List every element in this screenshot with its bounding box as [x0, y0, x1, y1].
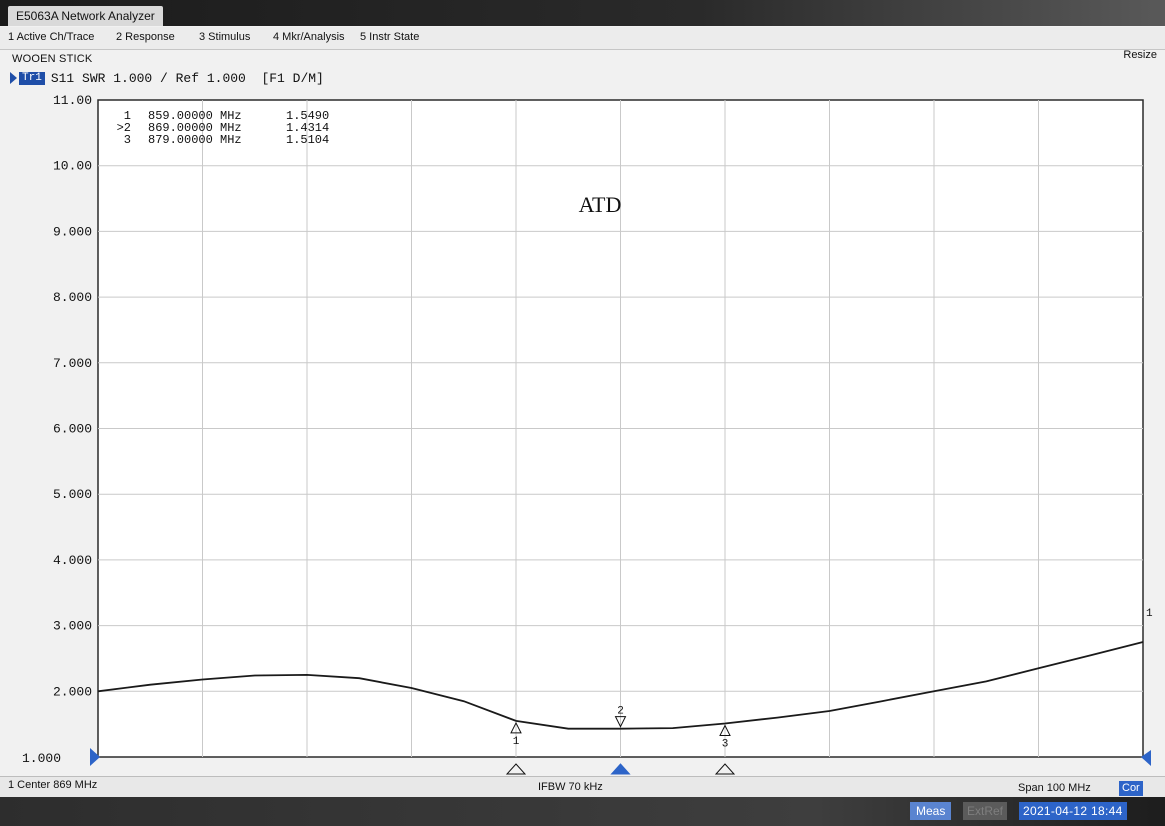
y-tick-label: 8.000: [53, 290, 92, 305]
ref-level-label: 1.000: [22, 751, 61, 766]
marker-table-value: 1.4314: [286, 121, 329, 135]
marker-table-value: 1.5104: [286, 133, 329, 147]
marker-table: 1 859.00000 MHz 1.5490 >2 869.00000 MHz 1.431…: [117, 109, 330, 147]
reference-level-left-icon: [90, 748, 100, 766]
y-tick-label: 3.000: [53, 619, 92, 634]
y-tick-label: 11.00: [53, 93, 92, 108]
extref-indicator: ExtRef: [963, 802, 1008, 820]
marker-table-id: 1: [124, 109, 131, 123]
span-frequency[interactable]: Span 100 MHz: [1018, 782, 1091, 794]
bottom-bar: Meas ExtRef 2021-04-12 18:44: [0, 797, 1165, 826]
marker-table-freq: 869.00000 MHz: [148, 121, 242, 135]
datetime-display: 2021-04-12 18:44: [1019, 802, 1127, 820]
y-tick-labels: 11.00 10.00 9.000 8.000 7.000 6.000 5.000 4.000…: [53, 93, 92, 699]
bottom-marker-icon: [505, 763, 527, 775]
resize-button[interactable]: Resize: [1123, 49, 1157, 61]
center-frequency[interactable]: 1 Center 869 MHz: [8, 779, 98, 791]
chart-title: ATD: [579, 192, 622, 217]
trace-status-line[interactable]: Tr1 S11 SWR 1.000 / Ref 1.000 [F1 D/M]: [10, 70, 324, 86]
marker-table-value: 1.5490: [286, 109, 329, 123]
marker-table-id: 3: [124, 133, 131, 147]
y-tick-label: 6.000: [53, 422, 92, 437]
menu-bar: 1 Active Ch/Trace 2 Response 3 Stimulus …: [0, 27, 1165, 61]
bottom-marker-icon: [610, 763, 631, 775]
marker-table-id: >2: [117, 121, 131, 135]
marker-glyph-label: 3: [722, 738, 729, 750]
marker-table-freq: 879.00000 MHz: [148, 133, 242, 147]
smith-swr-chart[interactable]: 11.00 10.00 9.000 8.000 7.000 6.000 5.000 4.000…: [0, 0, 1165, 776]
y-tick-label: 2.000: [53, 684, 92, 699]
if-bandwidth[interactable]: IFBW 70 kHz: [538, 781, 603, 793]
reference-level-right-icon: [1141, 750, 1151, 766]
y-tick-label: 10.00: [53, 159, 92, 174]
marker-glyph-label: 2: [617, 706, 624, 718]
trace-badge[interactable]: Tr1: [19, 71, 45, 85]
channel-title: WOOEN STICK: [12, 53, 93, 65]
y-tick-label: 4.000: [53, 553, 92, 568]
meas-button[interactable]: Meas: [910, 802, 952, 820]
marker-table-freq: 859.00000 MHz: [148, 109, 242, 123]
grid: [98, 100, 1143, 757]
trace-info: S11 SWR 1.000 / Ref 1.000 [F1 D/M]: [50, 70, 324, 86]
title-bar: E5063A Network Analyzer: [0, 0, 1165, 26]
window-title: E5063A Network Analyzer: [8, 6, 163, 26]
marker-glyph: [719, 724, 731, 736]
y-tick-label: 9.000: [53, 224, 92, 239]
trace-end-label: 1: [1146, 608, 1153, 620]
trace-line: [97, 641, 1144, 730]
marker-glyph-label: 1: [513, 736, 520, 748]
correction-badge: Cor: [1119, 781, 1143, 796]
marker-glyphs: 1 2 3: [510, 706, 731, 750]
active-trace-arrow-icon: [10, 72, 17, 84]
menu-active-ch-trace[interactable]: 1 Active Ch/Trace: [8, 31, 95, 43]
marker-glyph-active: [614, 716, 627, 728]
status-bar: 1 Center 869 MHz IFBW 70 kHz Span 100 MH…: [0, 776, 1165, 797]
marker-glyph: [510, 721, 522, 734]
menu-mkr-analysis[interactable]: 4 Mkr/Analysis: [273, 31, 345, 43]
menu-stimulus[interactable]: 3 Stimulus: [199, 31, 251, 43]
menu-response[interactable]: 2 Response: [116, 31, 175, 43]
y-tick-label: 7.000: [53, 356, 92, 371]
bottom-marker-icon: [714, 763, 736, 775]
y-tick-label: 5.000: [53, 487, 92, 502]
bottom-marker-row: [505, 763, 736, 775]
menu-instr-state[interactable]: 5 Instr State: [360, 31, 420, 43]
